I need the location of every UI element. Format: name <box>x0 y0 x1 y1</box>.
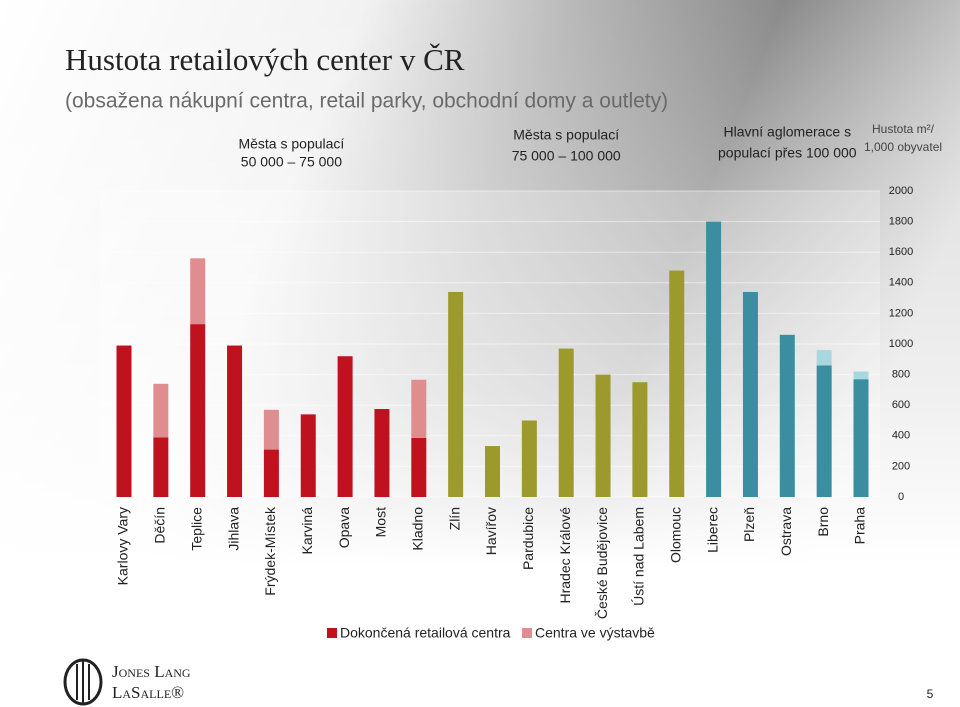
bar-segment <box>706 221 722 497</box>
y-tick-label: 200 <box>892 460 910 472</box>
x-tick-label: Plzeň <box>741 507 757 542</box>
bar-segment <box>853 371 869 380</box>
bar-segment <box>632 382 648 497</box>
x-tick-label: Most <box>373 507 389 537</box>
legend-label: Centra ve výstavbě <box>535 625 655 641</box>
y-tick-label: 800 <box>892 369 910 381</box>
bar-segment <box>595 374 611 497</box>
chart-title: Hustota retailových center v ČR <box>65 42 465 77</box>
bar-segment <box>337 356 353 497</box>
bar-segment <box>153 437 169 497</box>
bar-segment <box>411 379 427 438</box>
y-axis-title: 1,000 obyvatel <box>864 140 942 154</box>
logo-text: LaSalle® <box>112 683 184 702</box>
x-tick-label: Ústí nad Labem <box>631 507 647 606</box>
y-tick-label: 600 <box>892 399 910 411</box>
bar-segment <box>779 334 795 497</box>
x-tick-label: Karviná <box>299 507 315 555</box>
x-tick-label: Kladno <box>410 507 426 551</box>
logo-mark <box>63 658 103 706</box>
chart-subtitle: (obsažena nákupní centra, retail parky, … <box>65 90 668 113</box>
bar-segment <box>669 270 685 497</box>
bar-segment <box>485 446 500 497</box>
y-tick-label: 1800 <box>889 216 913 228</box>
bar-segment <box>742 291 758 497</box>
group-label: 50 000 – 75 000 <box>241 154 342 170</box>
x-tick-label: Liberec <box>704 507 720 553</box>
group-label: 75 000 – 100 000 <box>512 148 621 164</box>
x-tick-label: Jihlava <box>225 507 241 551</box>
bar-segment <box>227 345 243 497</box>
bar-segment <box>263 449 279 497</box>
x-tick-label: Frýdek-Místek <box>262 506 278 596</box>
bar-segment <box>853 379 869 497</box>
bar-segment <box>816 350 832 366</box>
legend-swatch <box>522 628 532 638</box>
bar-segment <box>153 383 169 438</box>
x-tick-label: Brno <box>815 507 831 537</box>
y-tick-label: 1200 <box>889 307 913 319</box>
x-tick-label: Olomouc <box>667 507 683 563</box>
legend-label: Dokončená retailová centra <box>340 625 511 641</box>
x-tick-label: Děčín <box>152 507 168 544</box>
y-tick-label: 1000 <box>889 338 913 350</box>
bar-segment <box>374 409 390 497</box>
x-tick-label: Karlovy Vary <box>115 507 131 585</box>
bar-segment <box>448 291 464 497</box>
bar-segment <box>521 420 537 497</box>
x-tick-label: Hradec Králové <box>557 507 573 604</box>
bar-segment <box>190 324 206 497</box>
x-tick-label: Havířov <box>483 507 499 555</box>
bar-segment <box>411 437 427 497</box>
group-label: populací přes 100 000 <box>718 145 857 161</box>
bar-segment <box>116 345 132 497</box>
page-number: 5 <box>927 687 934 701</box>
bar-segment <box>300 414 316 497</box>
x-tick-label: Praha <box>852 507 868 545</box>
x-tick-label: Opava <box>336 507 352 548</box>
x-tick-label: Pardubice <box>520 507 536 570</box>
y-tick-label: 0 <box>898 491 904 503</box>
y-tick-label: 1600 <box>889 246 913 258</box>
x-tick-label: Ostrava <box>778 507 794 556</box>
group-label: Hlavní aglomerace s <box>723 124 851 140</box>
y-tick-label: 1400 <box>889 277 913 289</box>
y-axis-title: Hustota m²/ <box>872 122 935 136</box>
x-tick-label: Zlín <box>446 507 462 530</box>
bar-segment <box>263 409 279 450</box>
bar-segment <box>190 258 206 325</box>
legend-swatch <box>327 628 337 638</box>
x-tick-label: Teplice <box>188 507 204 551</box>
bar-segment <box>558 348 574 497</box>
group-label: Města s populací <box>513 127 619 143</box>
group-label: Města s populací <box>238 136 344 152</box>
x-tick-label: České Budějovice <box>594 507 610 619</box>
y-tick-label: 2000 <box>889 185 913 197</box>
y-tick-label: 400 <box>892 430 910 442</box>
logo-text: Jones Lang <box>112 662 191 681</box>
bar-segment <box>816 365 832 497</box>
